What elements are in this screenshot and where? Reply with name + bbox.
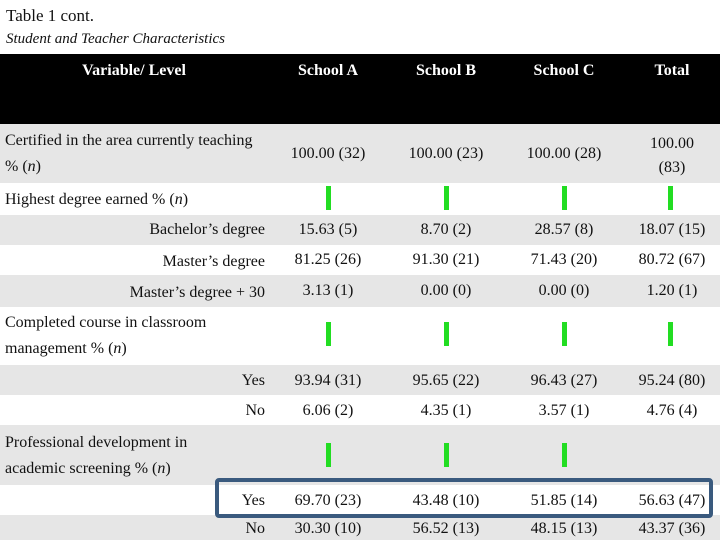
cell-master-30-a: 3.13 (1) <box>302 282 354 299</box>
cell-pd-no-b: 56.52 (13) <box>412 520 480 537</box>
header-school-b: School B <box>415 62 476 79</box>
table-header <box>0 54 720 124</box>
table-row-course-yes <box>0 365 720 395</box>
table-label: Table 1 cont. <box>6 6 95 25</box>
cell-certified-b: 100.00 (23) <box>408 145 484 162</box>
cell-master-30-c: 0.00 (0) <box>538 282 590 299</box>
cell-certified-c: 100.00 (28) <box>526 145 602 162</box>
row-label-certified: Certified in the area currently teaching… <box>5 132 253 175</box>
table-row-degree <box>0 183 720 215</box>
cell-certified-a: 100.00 (32) <box>290 145 366 162</box>
table-row-bachelor <box>0 215 720 245</box>
cell-master-a: 81.25 (26) <box>294 251 362 268</box>
cell-pd-yes-a: 69.70 (23) <box>294 492 362 509</box>
marker <box>562 322 567 346</box>
table-row-course <box>0 307 720 365</box>
marker <box>444 443 449 467</box>
cell-pd-yes-c: 51.85 (14) <box>530 492 598 509</box>
table-row-certified <box>0 124 720 183</box>
row-label-master: Master’s degree <box>162 253 265 270</box>
cell-course-no-a: 6.06 (2) <box>302 402 354 419</box>
cell-bachelor-c: 28.57 (8) <box>534 221 594 238</box>
header-total: Total <box>654 62 690 79</box>
marker <box>668 186 673 210</box>
row-label-bachelor: Bachelor’s degree <box>149 221 265 238</box>
row-label-pd: Professional development in academic scr… <box>5 434 188 477</box>
row-label-course: Completed course in classroom management… <box>5 314 207 357</box>
table-row-master-30 <box>0 275 720 307</box>
row-label-pd-yes: Yes <box>241 492 265 509</box>
row-label-master-30: Master’s degree + 30 <box>129 284 265 301</box>
cell-master-30-total: 1.20 (1) <box>646 282 698 299</box>
marker <box>326 443 331 467</box>
marker <box>562 186 567 210</box>
table-row-pd-yes <box>0 485 720 515</box>
cell-course-yes-c: 96.43 (27) <box>530 372 598 389</box>
cell-course-yes-b: 95.65 (22) <box>412 372 480 389</box>
row-label-pd-no: No <box>245 520 265 537</box>
header-school-a: School A <box>297 62 358 79</box>
cell-pd-yes-total: 56.63 (47) <box>638 492 706 509</box>
cell-course-yes-total: 95.24 (80) <box>638 372 706 389</box>
table-row-master <box>0 245 720 275</box>
cell-pd-no-c: 48.15 (13) <box>530 520 598 537</box>
row-label-degree: Highest degree earned % (n) <box>5 191 189 208</box>
marker <box>444 322 449 346</box>
cell-course-no-c: 3.57 (1) <box>538 402 590 419</box>
table-row-pd-no <box>0 515 720 540</box>
cell-course-no-total: 4.76 (4) <box>646 402 698 419</box>
cell-master-total: 80.72 (67) <box>638 251 706 268</box>
cell-master-c: 71.43 (20) <box>530 251 598 268</box>
cell-bachelor-a: 15.63 (5) <box>298 221 358 238</box>
cell-course-no-b: 4.35 (1) <box>420 402 472 419</box>
cell-master-30-b: 0.00 (0) <box>420 282 472 299</box>
marker <box>668 322 673 346</box>
cell-bachelor-b: 8.70 (2) <box>420 221 472 238</box>
row-label-course-yes: Yes <box>241 372 265 389</box>
table-row-pd <box>0 425 720 485</box>
header-school-c: School C <box>533 62 595 79</box>
cell-bachelor-total: 18.07 (15) <box>638 221 706 238</box>
cell-pd-no-total: 43.37 (36) <box>638 520 706 537</box>
marker <box>326 186 331 210</box>
cell-master-b: 91.30 (21) <box>412 251 480 268</box>
marker <box>444 186 449 210</box>
cell-pd-yes-b: 43.48 (10) <box>412 492 480 509</box>
highlight-box <box>215 478 713 518</box>
marker <box>562 443 567 467</box>
marker <box>326 322 331 346</box>
cell-pd-no-a: 30.30 (10) <box>294 520 362 537</box>
cell-certified-total: 100.00 (83) <box>650 135 694 176</box>
header-variable: Variable/ Level <box>82 62 186 79</box>
cell-course-yes-a: 93.94 (31) <box>294 372 362 389</box>
row-label-course-no: No <box>245 402 265 419</box>
table-title: Student and Teacher Characteristics <box>6 31 226 47</box>
table-row-course-no <box>0 395 720 425</box>
